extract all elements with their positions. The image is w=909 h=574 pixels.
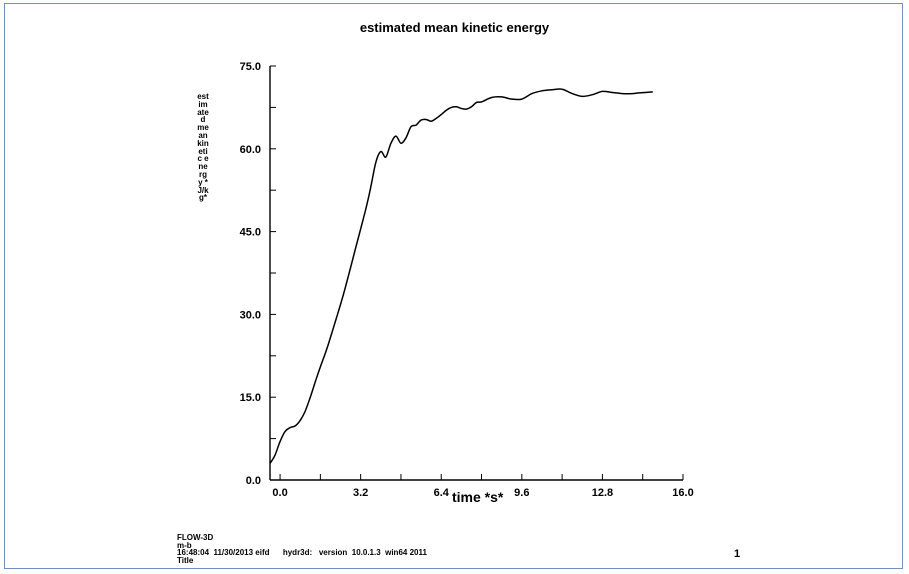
y-tick-label: 60.0 bbox=[240, 144, 261, 156]
x-tick-label: 9.6 bbox=[514, 487, 529, 499]
series-line bbox=[269, 88, 653, 464]
x-tick-label: 16.0 bbox=[672, 487, 693, 499]
figure-frame bbox=[4, 3, 903, 569]
footer-line-1: FLOW-3D bbox=[177, 533, 214, 542]
x-axis-label: time *s* bbox=[452, 489, 504, 505]
footer-line-4: Title bbox=[177, 555, 194, 565]
y-tick-label: 15.0 bbox=[240, 392, 261, 404]
y-tick-label: 45.0 bbox=[240, 227, 261, 239]
y-tick-label: 75.0 bbox=[240, 61, 261, 73]
x-tick-label: 0.0 bbox=[272, 487, 287, 499]
axes bbox=[269, 66, 683, 481]
y-tick-label: 0.0 bbox=[246, 475, 261, 487]
page-number: 1 bbox=[734, 548, 741, 560]
y-tick-label: 30.0 bbox=[240, 309, 261, 321]
x-tick-label: 6.4 bbox=[434, 487, 450, 499]
x-tick-label: 3.2 bbox=[353, 487, 368, 499]
x-tick-label: 12.8 bbox=[592, 487, 613, 499]
ticks bbox=[270, 65, 684, 481]
y-axis-label: estimated mean kinetic energy *J/kg* bbox=[197, 92, 210, 203]
footer-line-3: 16:48:04 11/30/2013 eifd hydr3d: version… bbox=[177, 548, 427, 557]
footer-info: FLOW-3D m-b 16:48:04 11/30/2013 eifd hyd… bbox=[177, 534, 427, 564]
chart-title: estimated mean kinetic energy bbox=[359, 20, 550, 35]
tick-labels: 0.0 15.0 30.0 45.0 60.0 75.0 0.0 3.2 6.4 9.6 12.8 1… bbox=[240, 61, 694, 499]
footer-line-2: m-b bbox=[177, 540, 192, 550]
